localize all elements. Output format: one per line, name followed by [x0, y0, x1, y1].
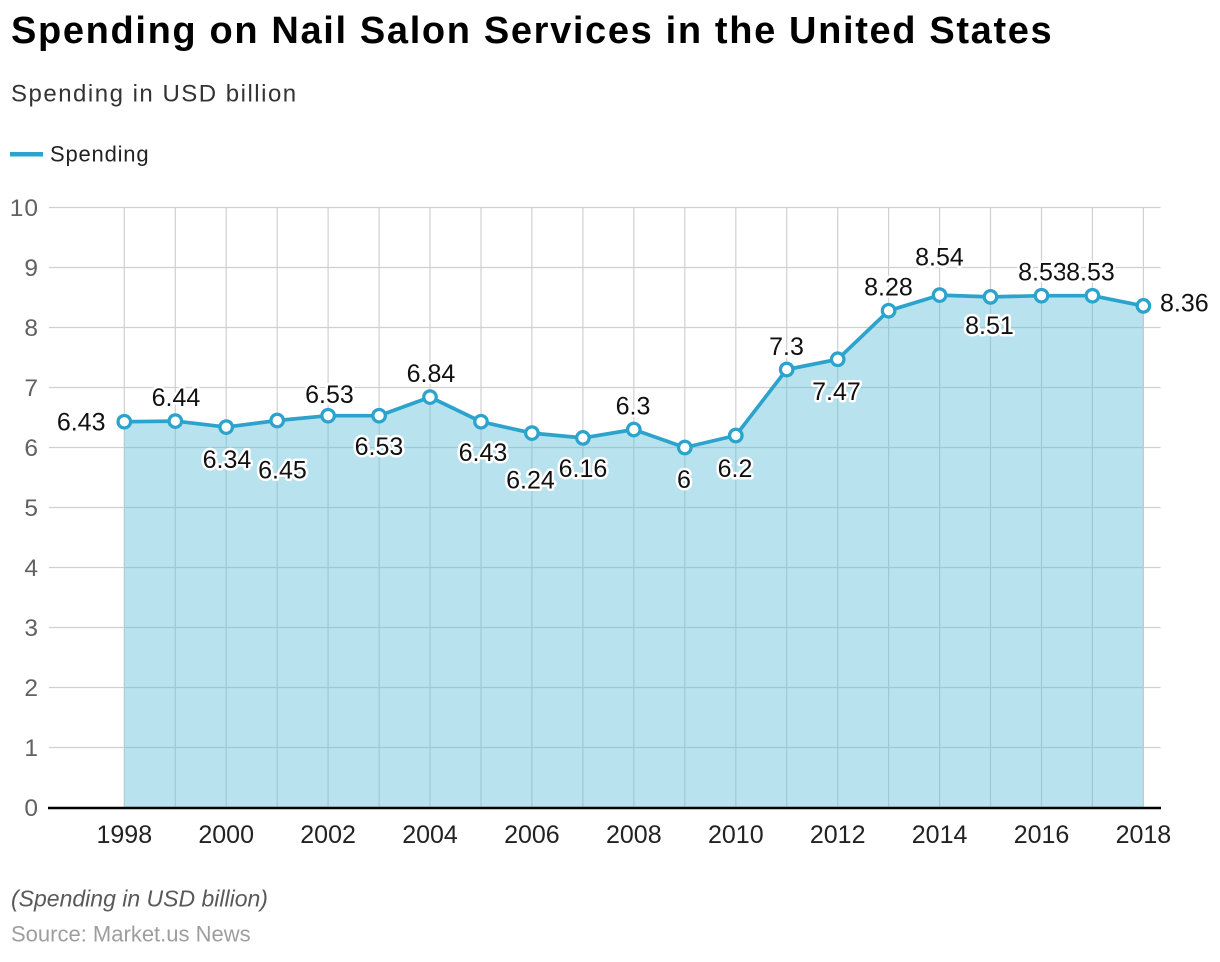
svg-text:2014: 2014 [912, 821, 968, 849]
svg-text:4: 4 [24, 555, 39, 582]
svg-text:6.45: 6.45 [258, 457, 307, 485]
svg-text:6.34: 6.34 [203, 446, 252, 474]
svg-text:6: 6 [24, 435, 39, 462]
svg-text:10: 10 [10, 195, 39, 222]
svg-text:6.53: 6.53 [305, 381, 354, 409]
svg-text:6.53: 6.53 [355, 433, 404, 461]
svg-text:8.36: 8.36 [1160, 290, 1209, 318]
svg-text:5: 5 [24, 495, 39, 522]
svg-text:Spending on Nail Salon Service: Spending on Nail Salon Services in the U… [11, 10, 1053, 52]
svg-text:Spending in USD billion: Spending in USD billion [11, 81, 298, 108]
svg-text:1998: 1998 [96, 821, 152, 849]
svg-text:2006: 2006 [504, 821, 560, 849]
svg-text:9: 9 [24, 255, 39, 282]
svg-text:2: 2 [24, 675, 39, 702]
svg-text:6.43: 6.43 [57, 409, 106, 437]
svg-text:3: 3 [24, 615, 39, 642]
svg-text:6.24: 6.24 [506, 467, 555, 495]
svg-text:2004: 2004 [402, 821, 458, 849]
svg-text:6.3: 6.3 [616, 393, 651, 421]
svg-text:8.53: 8.53 [1066, 259, 1115, 287]
svg-text:8.54: 8.54 [915, 244, 964, 272]
svg-text:7.47: 7.47 [812, 378, 861, 406]
svg-text:2018: 2018 [1116, 821, 1172, 849]
svg-text:0: 0 [24, 795, 39, 822]
svg-text:2012: 2012 [810, 821, 866, 849]
svg-text:2008: 2008 [606, 821, 662, 849]
svg-text:6.44: 6.44 [152, 384, 201, 412]
svg-text:7.3: 7.3 [769, 333, 804, 361]
svg-text:6.16: 6.16 [559, 455, 608, 483]
svg-text:Source: Market.us News: Source: Market.us News [11, 922, 251, 947]
svg-text:8.53: 8.53 [1018, 259, 1067, 287]
svg-text:2000: 2000 [198, 821, 254, 849]
svg-text:Spending: Spending [50, 142, 149, 167]
svg-text:6: 6 [677, 466, 691, 494]
svg-text:1: 1 [24, 735, 39, 762]
svg-text:2002: 2002 [300, 821, 356, 849]
svg-text:6.84: 6.84 [407, 360, 456, 388]
svg-text:(Spending in USD billion): (Spending in USD billion) [11, 886, 268, 912]
svg-text:8: 8 [24, 315, 39, 342]
svg-text:2010: 2010 [708, 821, 764, 849]
svg-text:8.51: 8.51 [965, 312, 1014, 340]
svg-text:8.28: 8.28 [864, 274, 913, 302]
svg-text:6.2: 6.2 [718, 455, 753, 483]
svg-text:6.43: 6.43 [459, 439, 508, 467]
svg-text:7: 7 [24, 375, 39, 402]
svg-text:2016: 2016 [1014, 821, 1070, 849]
